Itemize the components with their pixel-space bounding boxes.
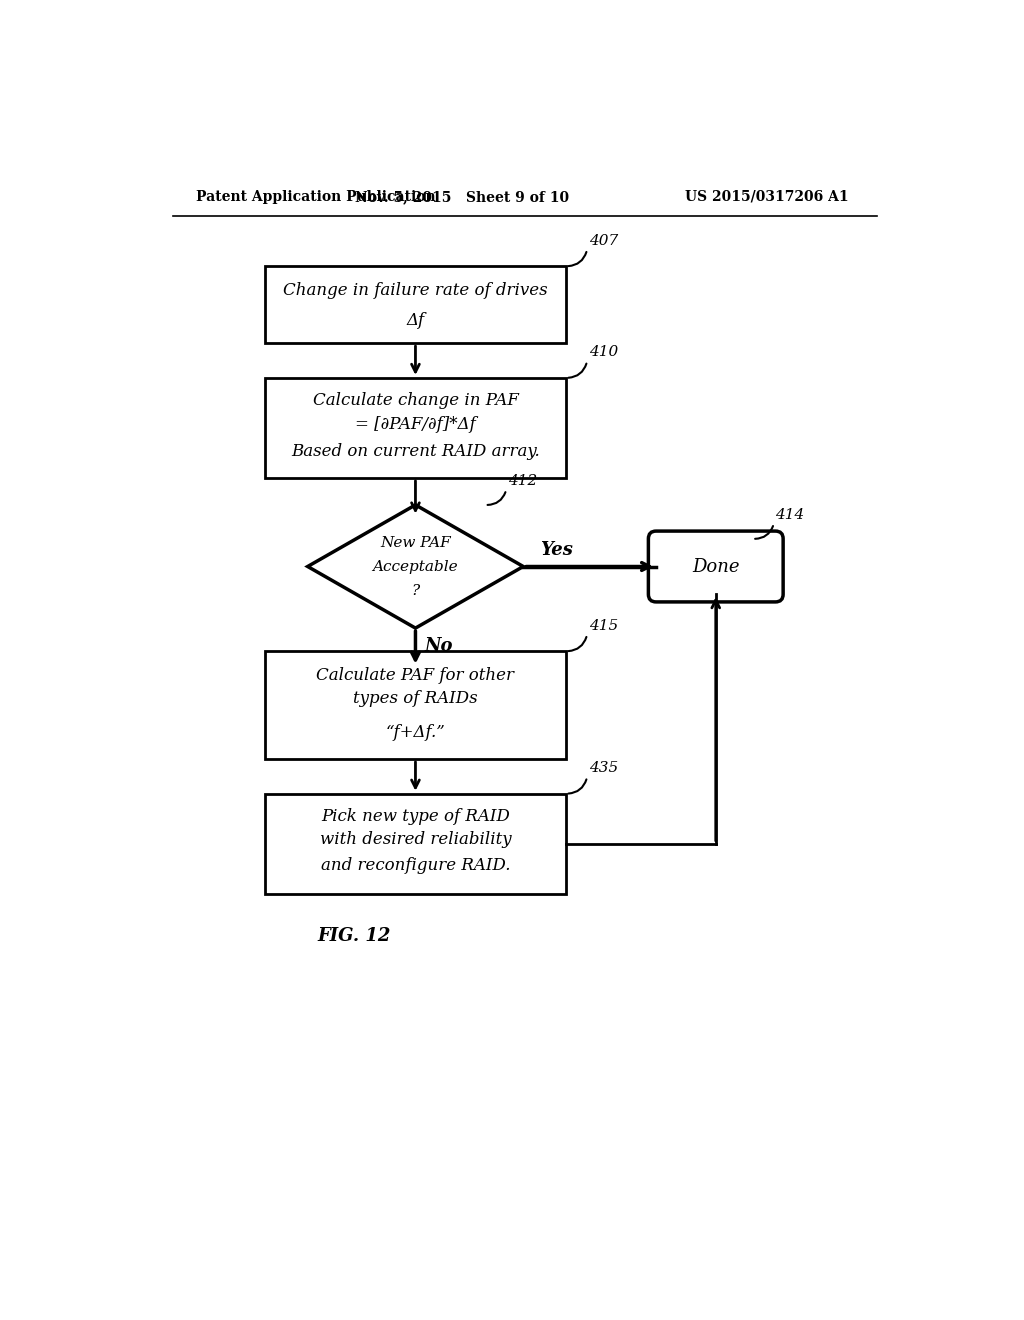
Text: Patent Application Publication: Patent Application Publication [196, 190, 435, 203]
Text: 415: 415 [589, 619, 617, 632]
Text: Nov. 5, 2015   Sheet 9 of 10: Nov. 5, 2015 Sheet 9 of 10 [354, 190, 568, 203]
Text: = [∂PAF/∂f]*Δf: = [∂PAF/∂f]*Δf [355, 416, 476, 433]
Text: “f+Δf.”: “f+Δf.” [386, 723, 445, 741]
Text: FIG. 12: FIG. 12 [317, 927, 390, 945]
Bar [265, 651, 565, 759]
FancyBboxPatch shape [648, 531, 783, 602]
Text: 407: 407 [589, 234, 617, 248]
Bar [265, 793, 565, 894]
Text: Calculate PAF for other: Calculate PAF for other [316, 668, 514, 684]
Text: 412: 412 [508, 474, 538, 488]
Text: Acceptable: Acceptable [373, 560, 459, 573]
Text: Done: Done [692, 557, 739, 576]
Text: ?: ? [412, 585, 420, 598]
Text: Δf: Δf [407, 312, 425, 329]
Text: types of RAIDs: types of RAIDs [353, 690, 478, 708]
Polygon shape [307, 506, 523, 628]
Text: No: No [425, 638, 454, 655]
Text: 435: 435 [589, 762, 617, 775]
Text: Pick new type of RAID: Pick new type of RAID [321, 808, 510, 825]
Text: US 2015/0317206 A1: US 2015/0317206 A1 [685, 190, 849, 203]
Text: 410: 410 [589, 346, 617, 359]
Text: Change in failure rate of drives: Change in failure rate of drives [284, 282, 548, 300]
Text: Yes: Yes [541, 541, 573, 558]
Text: Calculate change in PAF: Calculate change in PAF [312, 392, 518, 409]
Bar [265, 378, 565, 478]
Bar [265, 267, 565, 343]
Text: New PAF: New PAF [380, 536, 451, 550]
Text: Based on current RAID array.: Based on current RAID array. [291, 442, 540, 459]
Text: and reconfigure RAID.: and reconfigure RAID. [321, 857, 510, 874]
Text: 414: 414 [775, 508, 805, 521]
Text: with desired reliability: with desired reliability [319, 832, 511, 849]
